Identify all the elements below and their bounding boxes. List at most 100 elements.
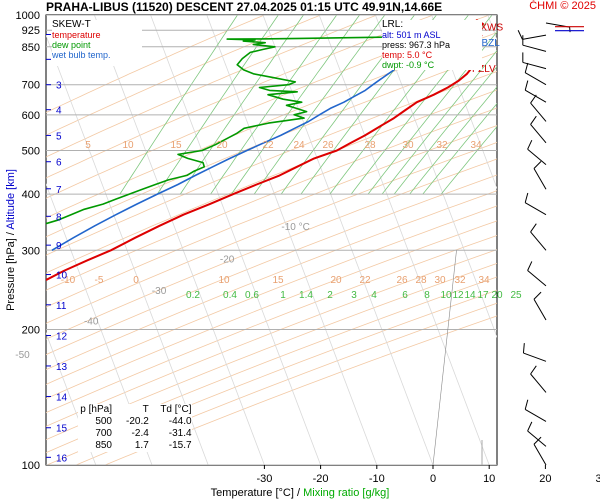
y-axis-title: Pressure [hPa] / Altitude [km] [5,169,17,311]
wind-barb-flag [533,436,542,445]
dry-adiabat-line [46,51,497,238]
dry-adiabat-label: 22 [262,140,274,151]
table-header-t: T [142,404,149,415]
dry-adiabat-label: 10 [218,275,230,286]
altitude-tick-label: 9 [56,241,62,252]
wind-barb-staff [530,373,547,393]
pressure-tick-label: 200 [22,325,40,337]
dry-adiabat-label: 0 [133,275,139,286]
table-cell: -15.7 [168,440,192,451]
ylabel-altitude: Altitude [km] [5,169,17,230]
dry-adiabat-label: -10 [61,275,76,286]
temperature-tick-label: -20 [313,473,329,485]
dry-adiabat-label: 15 [170,140,182,151]
temperature-tick-label: 0 [430,473,436,485]
altitude-tick-label: 8 [56,212,62,223]
temperature-tick-label: 30 [595,473,600,485]
dry-adiabat-label: 24 [293,140,305,151]
isotherm-label: -40 [84,317,99,328]
isotherm-line [318,15,490,465]
table-cell: 850 [95,440,112,451]
isotherm-line [150,15,321,465]
isotherm-line [544,15,600,465]
legend-wet-bulb: wet bulb temp. [52,50,111,60]
dry-adiabat-label: 34 [478,275,490,286]
legend-dew-point: dew point [52,40,91,50]
ylabel-pressure: Pressure [hPa] [5,238,17,311]
copyright-link[interactable]: ČHMI © 2025 [529,0,596,12]
table-cell: -2.4 [131,428,149,439]
mixing-ratio-label: 3 [351,290,357,301]
wind-barb-staff [527,270,547,287]
dry-adiabat-label: 22 [359,275,371,286]
level-marker-label: FZLV [472,64,496,75]
legend-heading: SKEW-T [52,19,91,30]
altitude-tick-label: 3 [56,81,62,92]
wind-barb-staff [530,124,547,144]
isotherm-line [46,34,209,465]
dry-adiabat-line [46,89,497,274]
xlabel-mixing-ratio: Mixing ratio [g/kg] [303,487,389,499]
wind-barb-flag [527,261,533,271]
lrl-alt: alt: 501 m ASL [382,30,441,40]
dry-adiabat-line [46,142,497,324]
altitude-tick-label: 7 [56,185,62,196]
axes: 1002003004005006007008509251000123456789… [16,10,600,485]
isotherm-line [262,15,434,465]
altitude-tick-label: 15 [56,424,68,435]
isotherm-label: -20 [220,254,235,265]
mixing-ratio-label: 10 [440,290,452,301]
pressure-tick-label: 850 [22,42,40,54]
dry-adiabat-line [46,190,497,371]
mixing-ratio-label: 0.2 [186,290,200,301]
wind-barb-staff [522,44,547,52]
table-header-row: p [hPa] T Td [°C] [78,404,192,416]
wind-barb-flag [517,30,523,40]
table-cell: -44.0 [168,416,192,427]
table-header-td: Td [°C] [160,404,192,415]
mixing-ratio-label: 25 [510,290,522,301]
temperature-tick-label: 10 [483,473,495,485]
dry-adiabat-label: 28 [415,275,427,286]
dry-adiabat-line [46,125,497,308]
dry-adiabat-line [46,205,497,385]
dry-adiabat-label: 10 [122,140,134,151]
wind-barb-flag [530,223,537,233]
wind-barb-flag [533,291,542,300]
mixing-ratio-label: 14 [464,290,476,301]
wind-barb-staff [522,34,547,40]
dry-adiabat-label: 30 [434,275,446,286]
dry-adiabat-label: 15 [272,275,284,286]
temperature-tick-label: -10 [369,473,385,485]
isotherm-line [46,332,97,465]
altitude-tick-label: 13 [56,362,68,373]
altitude-tick-label: 4 [56,106,62,117]
wind-barb-flag [527,421,533,432]
dry-adiabat-label: 28 [364,140,376,151]
wind-barb-staff [527,148,547,166]
temperature-tick-label: 20 [539,473,551,485]
dry-adiabat-label: 20 [330,275,342,286]
isotherm-label: -30 [152,286,167,297]
pressure-tick-label: 600 [22,110,40,122]
dry-adiabat-line [46,107,497,291]
mixing-ratio-label: 4 [371,290,377,301]
wind-barb-staff [533,298,547,321]
altitude-tick-label: 16 [56,453,68,464]
mixing-ratio-label: 17 [477,290,489,301]
wind-barb-staff [530,102,547,122]
dry-adiabat-line [46,71,497,256]
dry-adiabat-line [46,276,497,454]
pressure-tick-label: 700 [22,80,40,92]
dry-adiabat-line [46,249,497,427]
table-cell: 1.7 [134,440,149,451]
wind-barb-flag [524,399,529,410]
level-marker-label: WBZL [472,38,500,49]
table-cell: 700 [95,428,112,439]
dry-adiabat-label: 32 [454,275,466,286]
table-row: 850 1.7 -15.7 [78,440,192,452]
isotherm-label: -10 °C [281,222,309,233]
table-row: 500 -20.2 -44.0 [78,416,192,428]
chart-title: PRAHA-LIBUS (11520) DESCENT 27.04.2025 0… [46,0,443,14]
table-cell: -20.2 [125,416,149,427]
